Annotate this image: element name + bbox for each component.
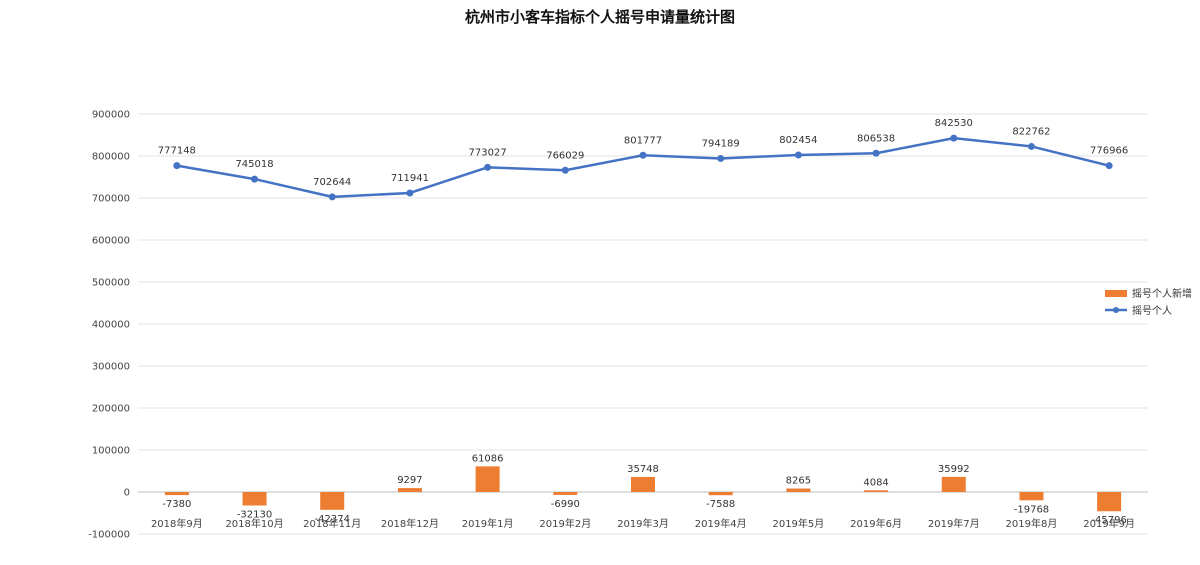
line-point — [1105, 162, 1113, 170]
y-tick-label: 300000 — [92, 362, 130, 373]
line-series — [176, 136, 1110, 199]
line-point — [639, 151, 647, 159]
line-data-label: 822762 — [1012, 126, 1050, 137]
line-point — [950, 134, 958, 142]
y-tick-label: 200000 — [92, 404, 130, 415]
y-tick-label: 800000 — [92, 152, 130, 163]
y-tick-label: 500000 — [92, 278, 130, 289]
y-tick-label: 700000 — [92, 194, 130, 205]
legend-label-bar: 摇号个人新增 — [1132, 287, 1192, 300]
bar — [1097, 492, 1122, 512]
bar — [1019, 492, 1044, 501]
bar-data-label: 35992 — [938, 464, 970, 475]
y-tick-label: 100000 — [92, 446, 130, 457]
bar-data-label: -6990 — [551, 499, 580, 510]
line-data-label: 777148 — [158, 146, 196, 157]
bar-data-label: -7588 — [706, 499, 735, 510]
bar-data-label: -19768 — [1014, 504, 1049, 515]
bar-data-label: 61086 — [472, 453, 504, 464]
y-tick-label: -100000 — [88, 530, 130, 541]
bar-data-label: 9297 — [397, 475, 422, 486]
x-tick-label: 2019年8月 — [1006, 517, 1058, 530]
line-point — [561, 166, 569, 174]
x-tick-label: 2019年3月 — [617, 517, 669, 530]
bar-data-label: 35748 — [627, 464, 659, 475]
bar — [164, 492, 189, 496]
line-point — [328, 193, 336, 201]
bar-data-label: -45796 — [1091, 515, 1126, 526]
line-data-label: 776966 — [1090, 146, 1128, 157]
x-tick-label: 2018年12月 — [381, 517, 439, 530]
y-tick-label: 0 — [124, 488, 130, 499]
line-data-label: 794189 — [702, 138, 740, 149]
bar — [708, 492, 733, 496]
x-tick-label: 2019年7月 — [928, 517, 980, 530]
x-tick-label: 2019年4月 — [695, 517, 747, 530]
line-data-label: 773027 — [469, 147, 507, 158]
legend-label-line: 摇号个人 — [1132, 304, 1172, 317]
x-tick-label: 2019年6月 — [850, 517, 902, 530]
line-point — [173, 162, 181, 170]
x-tick-label: 2019年2月 — [539, 517, 591, 530]
y-tick-label: 900000 — [92, 110, 130, 121]
x-tick-label: 2019年1月 — [462, 517, 514, 530]
bar — [242, 492, 267, 506]
bar — [320, 492, 345, 510]
line-data-label: 842530 — [935, 118, 973, 129]
y-tick-label: 600000 — [92, 236, 130, 247]
line-data-label: 801777 — [624, 135, 662, 146]
line-data-label: 711941 — [391, 173, 429, 184]
x-tick-label: 2019年5月 — [772, 517, 824, 530]
bar — [864, 490, 889, 492]
line-data-label: 802454 — [779, 135, 817, 146]
x-tick-label: 2018年11月 — [303, 517, 361, 530]
y-tick-label: 400000 — [92, 320, 130, 331]
legend-swatch-bar — [1105, 290, 1127, 297]
line-point — [717, 154, 725, 162]
line-data-label: 766029 — [546, 150, 584, 161]
bar-data-label: -42374 — [315, 514, 350, 525]
bar — [631, 476, 655, 492]
line-point — [484, 163, 492, 171]
x-tick-label: 2018年9月 — [151, 517, 203, 530]
line-data-label: 702644 — [313, 177, 351, 188]
bar — [397, 488, 422, 492]
legend-marker-line — [1113, 307, 1119, 313]
bar-data-label: -32130 — [237, 509, 272, 520]
bar — [941, 476, 966, 492]
bar-data-label: -7380 — [162, 499, 191, 510]
line-point — [872, 149, 880, 157]
line-data-label: 745018 — [235, 159, 273, 170]
line-point — [251, 175, 259, 183]
x-tick-label: 2018年10月 — [225, 517, 283, 530]
bar-data-label: 4084 — [863, 477, 888, 488]
chart-title: 杭州市小客车指标个人摇号申请量统计图 — [464, 8, 735, 26]
x-tick-label: 2019年9月 — [1083, 517, 1135, 530]
bar — [475, 466, 500, 492]
bar — [786, 488, 811, 492]
line-point — [794, 151, 802, 159]
line-data-label: 806538 — [857, 133, 895, 144]
bar-data-label: 8265 — [786, 476, 811, 487]
bar — [553, 492, 578, 495]
line-point — [406, 189, 414, 197]
line-point — [1027, 142, 1035, 150]
